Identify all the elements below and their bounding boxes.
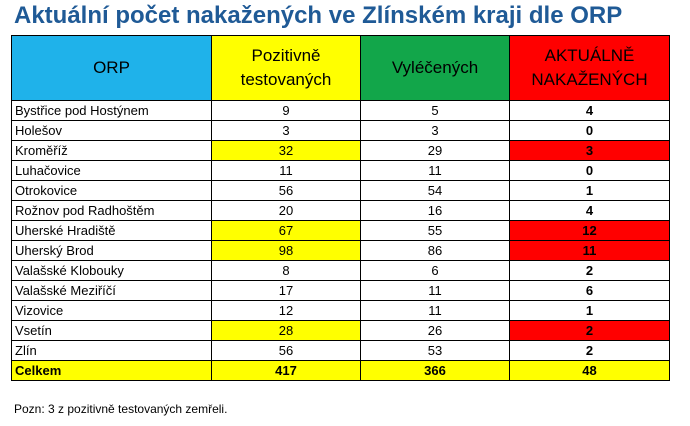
active-cell: 3 (509, 140, 670, 161)
recovered-cell: 54 (360, 180, 510, 201)
table-row: Valašské Meziříčí 17 11 6 (11, 280, 670, 301)
table-row: Vizovice 12 11 1 (11, 300, 670, 321)
recovered-cell: 11 (360, 280, 510, 301)
total-label: Celkem (11, 360, 212, 381)
column-header-orp: ORP (11, 35, 212, 101)
positive-cell: 12 (211, 300, 361, 321)
active-cell: 4 (509, 200, 670, 221)
orp-name-cell: Valašské Klobouky (11, 260, 212, 281)
recovered-cell: 55 (360, 220, 510, 241)
column-header-positive: Pozitivně testovaných (211, 35, 361, 101)
active-cell: 12 (509, 220, 670, 241)
positive-cell: 28 (211, 320, 361, 341)
positive-cell: 67 (211, 220, 361, 241)
positive-cell: 56 (211, 340, 361, 361)
orp-name-cell: Valašské Meziříčí (11, 280, 212, 301)
orp-name-cell: Bystřice pod Hostýnem (11, 100, 212, 121)
positive-cell: 8 (211, 260, 361, 281)
orp-name-cell: Rožnov pod Radhoštěm (11, 200, 212, 221)
total-active: 48 (509, 360, 670, 381)
positive-cell: 3 (211, 120, 361, 141)
page-title: Aktuální počet nakažených ve Zlínském kr… (14, 2, 623, 29)
table-row: Luhačovice 11 11 0 (11, 160, 670, 181)
table-body: Bystřice pod Hostýnem 9 5 4 Holešov 3 3 0 Kroměř… (11, 100, 670, 361)
positive-cell: 17 (211, 280, 361, 301)
orp-name-cell: Uherské Hradiště (11, 220, 212, 241)
orp-name-cell: Vizovice (11, 300, 212, 321)
orp-name-cell: Vsetín (11, 320, 212, 341)
recovered-cell: 11 (360, 160, 510, 181)
table-row: Holešov 3 3 0 (11, 120, 670, 141)
positive-cell: 32 (211, 140, 361, 161)
footnote: Pozn: 3 z pozitivně testovaných zemřeli. (14, 402, 228, 416)
column-header-recovered-label: Vyléčených (391, 58, 479, 77)
column-header-positive-line2: testovaných (240, 70, 332, 89)
active-cell: 1 (509, 180, 670, 201)
recovered-cell: 5 (360, 100, 510, 121)
table-row: Vsetín 28 26 2 (11, 320, 670, 341)
active-cell: 0 (509, 120, 670, 141)
recovered-cell: 11 (360, 300, 510, 321)
orp-name-cell: Kroměříž (11, 140, 212, 161)
table-row: Zlín 56 53 2 (11, 340, 670, 361)
column-header-active-line1: AKTUÁLNĚ (544, 46, 635, 65)
positive-cell: 9 (211, 100, 361, 121)
table-row: Rožnov pod Radhoštěm 20 16 4 (11, 200, 670, 221)
positive-cell: 56 (211, 180, 361, 201)
column-header-orp-label: ORP (93, 58, 130, 77)
orp-name-cell: Zlín (11, 340, 212, 361)
positive-cell: 20 (211, 200, 361, 221)
column-header-positive-line1: Pozitivně (251, 46, 321, 65)
table-row: Kroměříž 32 29 3 (11, 140, 670, 161)
positive-cell: 98 (211, 240, 361, 261)
column-header-active: AKTUÁLNĚ NAKAŽENÝCH (509, 35, 670, 101)
active-cell: 2 (509, 320, 670, 341)
recovered-cell: 26 (360, 320, 510, 341)
table-row: Otrokovice 56 54 1 (11, 180, 670, 201)
column-header-active-line2: NAKAŽENÝCH (531, 70, 648, 89)
active-cell: 4 (509, 100, 670, 121)
active-cell: 11 (509, 240, 670, 261)
total-recovered: 366 (360, 360, 510, 381)
active-cell: 2 (509, 340, 670, 361)
active-cell: 6 (509, 280, 670, 301)
recovered-cell: 53 (360, 340, 510, 361)
recovered-cell: 16 (360, 200, 510, 221)
orp-name-cell: Luhačovice (11, 160, 212, 181)
table-row: Bystřice pod Hostýnem 9 5 4 (11, 100, 670, 121)
recovered-cell: 86 (360, 240, 510, 261)
column-header-recovered: Vyléčených (360, 35, 510, 101)
total-positive: 417 (211, 360, 361, 381)
table-header-row: ORP Pozitivně testovaných Vyléčených AKT… (11, 35, 670, 101)
orp-name-cell: Uherský Brod (11, 240, 212, 261)
recovered-cell: 29 (360, 140, 510, 161)
table-total-row: Celkem 417 366 48 (11, 360, 670, 381)
active-cell: 0 (509, 160, 670, 181)
table-row: Uherské Hradiště 67 55 12 (11, 220, 670, 241)
orp-table: ORP Pozitivně testovaných Vyléčených AKT… (11, 35, 670, 381)
recovered-cell: 6 (360, 260, 510, 281)
active-cell: 1 (509, 300, 670, 321)
table-row: Valašské Klobouky 8 6 2 (11, 260, 670, 281)
recovered-cell: 3 (360, 120, 510, 141)
orp-name-cell: Holešov (11, 120, 212, 141)
active-cell: 2 (509, 260, 670, 281)
table-row: Uherský Brod 98 86 11 (11, 240, 670, 261)
positive-cell: 11 (211, 160, 361, 181)
orp-name-cell: Otrokovice (11, 180, 212, 201)
